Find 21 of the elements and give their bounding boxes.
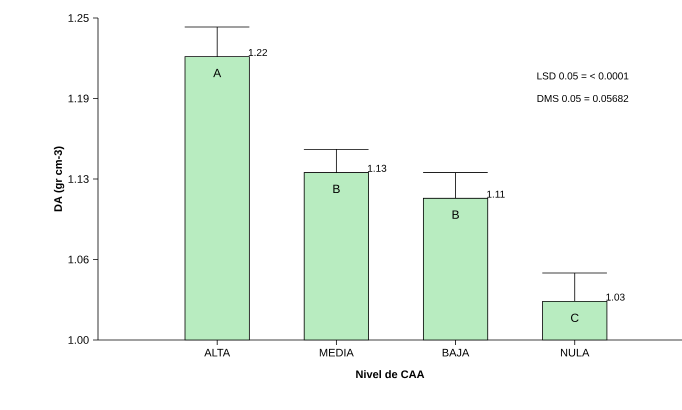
x-tick-label: NULA <box>560 348 590 357</box>
y-axis-title: DA (gr cm-3) <box>54 146 64 212</box>
annotation: DMS 0.05 = 0.05682 <box>538 94 628 102</box>
annotation: C <box>571 314 579 322</box>
annotation: B <box>452 210 459 219</box>
data-label: 1.11 <box>487 190 505 198</box>
x-tick-label: ALTA <box>204 348 230 356</box>
data-label: 1.03 <box>606 294 625 301</box>
y-tick-label: 1.06 <box>68 256 89 264</box>
annotation: B <box>333 184 340 194</box>
y-tick-label: 1.25 <box>68 14 89 22</box>
x-axis-title: Nivel de CAA <box>356 370 424 378</box>
annotation: LSD 0.05 = < 0.0001 <box>537 72 628 80</box>
data-label: 1.13 <box>368 164 386 172</box>
annotation: A <box>213 68 222 78</box>
x-tick-label: MEDIA <box>320 348 354 356</box>
y-tick-label: 1.00 <box>68 336 89 344</box>
y-tick-label: 1.19 <box>68 94 89 102</box>
data-label: 1.22 <box>248 48 268 56</box>
y-tick-label: 1.13 <box>68 175 89 183</box>
x-tick-label: BAJA <box>442 348 470 357</box>
